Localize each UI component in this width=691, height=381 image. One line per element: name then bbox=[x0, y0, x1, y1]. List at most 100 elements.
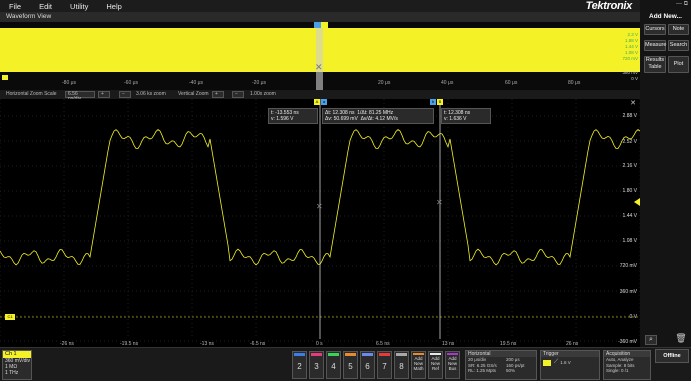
channel1-marker[interactable]: C1 bbox=[5, 314, 15, 320]
channel-color-bar bbox=[362, 353, 373, 356]
add-new-ref-button[interactable]: Add New Ref bbox=[428, 351, 443, 379]
channel-3-button[interactable]: 3 bbox=[309, 351, 324, 379]
plot-x-tick: -13 ns bbox=[200, 341, 214, 347]
measure-button[interactable]: Measure bbox=[644, 40, 666, 51]
vertical-zoom-in-button[interactable]: + bbox=[212, 91, 224, 98]
overview-y-label: 720 mV bbox=[622, 56, 638, 61]
menu-help[interactable]: Help bbox=[106, 1, 122, 11]
cursor-a-blue-tag[interactable]: a bbox=[321, 99, 327, 105]
trigger-title: Trigger bbox=[541, 351, 599, 357]
delta-time: Δt: 12.308 ns bbox=[325, 110, 355, 116]
plot-canvas: ✕ ✕ bbox=[0, 99, 640, 342]
channel-7-button[interactable]: 7 bbox=[377, 351, 392, 379]
overview-x-tick: -60 μs bbox=[124, 80, 138, 86]
plot-x-tick: 0 s bbox=[316, 341, 323, 347]
plot-button[interactable]: Plot bbox=[668, 56, 689, 73]
plot-y-tick: 720 mV bbox=[619, 263, 637, 269]
waveform-view-titlebar: Waveform View bbox=[0, 12, 640, 22]
brand-logo: Tektronix bbox=[585, 0, 633, 12]
zoom-waveform-plot[interactable]: ✕ ✕ A a b B C1 ✕ t: -13.553 ns v: 1.596 … bbox=[0, 99, 640, 347]
close-zoom-icon[interactable]: ✕ bbox=[630, 100, 636, 107]
overview-waveform[interactable]: ✕ -80 μs -60 μs -40 μs -20 μs 20 μs 40 μ… bbox=[0, 22, 640, 90]
right-control-panel: — ⧉ Add New... Cursors Note Measure Sear… bbox=[640, 0, 691, 347]
horizontal-position: 50% bbox=[506, 368, 516, 373]
channel-5-button[interactable]: 5 bbox=[343, 351, 358, 379]
add-ref-label: Add New Ref bbox=[430, 356, 440, 371]
plot-y-tick: 0 V bbox=[629, 314, 637, 320]
channel-number: 6 bbox=[365, 362, 370, 371]
cursors-button[interactable]: Cursors bbox=[644, 24, 666, 35]
cursor-marker[interactable] bbox=[321, 22, 328, 28]
zoom-in-button[interactable]: + bbox=[98, 91, 110, 98]
zoom-out-button[interactable]: − bbox=[119, 91, 131, 98]
channel1-title: Ch 1 bbox=[3, 351, 31, 358]
horizontal-zoom-label: Horizontal Zoom Scale bbox=[6, 91, 57, 97]
channel-color-bar bbox=[345, 353, 356, 356]
overview-y-label: 2.3 V bbox=[627, 32, 638, 37]
add-new-math-button[interactable]: Add New Math bbox=[411, 351, 426, 379]
search-button[interactable]: Search bbox=[668, 40, 689, 51]
math-color-bar bbox=[413, 353, 424, 355]
delta-voltage: Δv: 50.699 mV bbox=[325, 116, 358, 122]
trigger-source-icon bbox=[543, 359, 551, 366]
acquisition-title: Acquisition bbox=[604, 351, 650, 357]
cursor-delta-readout: Δt: 12.308 ns 1/Δt: 81.25 MHz Δv: 50.699… bbox=[322, 108, 434, 124]
menu-file[interactable]: File bbox=[9, 1, 22, 11]
plot-y-tick: 1.44 V bbox=[622, 213, 637, 219]
plot-y-tick: 1.80 V bbox=[622, 188, 637, 194]
add-new-header: Add New... bbox=[649, 13, 682, 20]
delta-v-per-t: Δv/Δt: 4.12 MV/s bbox=[360, 116, 398, 122]
record-length: RL: 1.25 Mpts bbox=[468, 368, 497, 373]
cursor-a-time: t: -13.553 ns bbox=[271, 110, 299, 116]
overview-y-label: 360 mV bbox=[622, 70, 638, 75]
overview-y-label: 1.44 V bbox=[624, 44, 638, 49]
trigger-position-marker[interactable] bbox=[314, 22, 321, 28]
trigger-badge[interactable]: Trigger ⟋ 1.6 V bbox=[540, 350, 600, 380]
settings-bar: Ch 1 360 mV/div 1 MΩ 1 THz 2 3 4 5 6 7 8 Add N… bbox=[0, 347, 691, 381]
add-new-bus-button[interactable]: Add New Bus bbox=[445, 351, 460, 379]
menu-utility[interactable]: Utility bbox=[70, 1, 89, 11]
channel-6-button[interactable]: 6 bbox=[360, 351, 375, 379]
overview-y-label: 0 V bbox=[631, 76, 638, 81]
window-controls-icon[interactable]: — ⧉ bbox=[676, 1, 688, 7]
vertical-zoom-out-button[interactable]: − bbox=[232, 91, 244, 98]
zoom-window-handle[interactable] bbox=[316, 24, 323, 90]
channel-number: 3 bbox=[314, 362, 319, 371]
cursor-b-blue-tag[interactable]: b bbox=[430, 99, 436, 105]
add-math-label: Add New Math bbox=[413, 356, 424, 371]
channel1-badge[interactable]: Ch 1 360 mV/div 1 MΩ 1 THz bbox=[2, 350, 32, 380]
channel-8-button[interactable]: 8 bbox=[394, 351, 409, 379]
plot-y-tick: 360 mV bbox=[619, 289, 637, 295]
trash-icon[interactable]: 🗑 bbox=[675, 333, 687, 343]
add-bus-label: Add New Bus bbox=[447, 356, 457, 371]
note-button[interactable]: Note bbox=[668, 24, 689, 35]
menu-bar: File Edit Utility Help Tektronix bbox=[0, 0, 640, 12]
horizontal-zoom-extra: 3.06 ks zoom bbox=[136, 91, 166, 97]
horizontal-title: Horizontal bbox=[466, 351, 536, 357]
channel-4-button[interactable]: 4 bbox=[326, 351, 341, 379]
acquisition-mode: Auto, bbox=[606, 357, 617, 362]
overview-x-tick: -20 μs bbox=[252, 80, 266, 86]
offline-button[interactable]: Offline bbox=[655, 349, 689, 363]
cursor-b-tag[interactable]: B bbox=[437, 99, 443, 105]
plot-y-tick: 2.16 V bbox=[622, 163, 637, 169]
acquisition-badge[interactable]: Acquisition Auto, Analyze Sample: 8 bits… bbox=[603, 350, 651, 380]
channel1-offset-marker[interactable] bbox=[2, 75, 8, 80]
plot-y-tick: 2.52 V bbox=[622, 139, 637, 145]
overview-y-label: 1.08 V bbox=[624, 50, 638, 55]
horizontal-zoom-value[interactable]: 6.56 ns/div bbox=[65, 91, 95, 102]
horizontal-badge[interactable]: Horizontal 20 μs/div SR: 6.25 GS/s RL: 1… bbox=[465, 350, 537, 380]
channel-2-button[interactable]: 2 bbox=[292, 351, 307, 379]
cursor-b-cross-icon: ✕ bbox=[436, 198, 443, 207]
zoom-icon[interactable]: ⌕ bbox=[645, 335, 657, 345]
overview-x-tick: -80 μs bbox=[62, 80, 76, 86]
vertical-zoom-extra: 1.00x zoom bbox=[250, 91, 276, 97]
channel1-scale: 360 mV/div bbox=[5, 358, 31, 364]
plot-x-tick: -26 ns bbox=[60, 341, 74, 347]
ref-color-bar bbox=[430, 353, 441, 355]
menu-edit[interactable]: Edit bbox=[39, 1, 53, 11]
results-table-button[interactable]: Results Table bbox=[644, 56, 666, 73]
overview-x-tick: 20 μs bbox=[378, 80, 391, 86]
cursor-a-tag[interactable]: A bbox=[314, 99, 320, 105]
channel-color-bar bbox=[379, 353, 390, 356]
